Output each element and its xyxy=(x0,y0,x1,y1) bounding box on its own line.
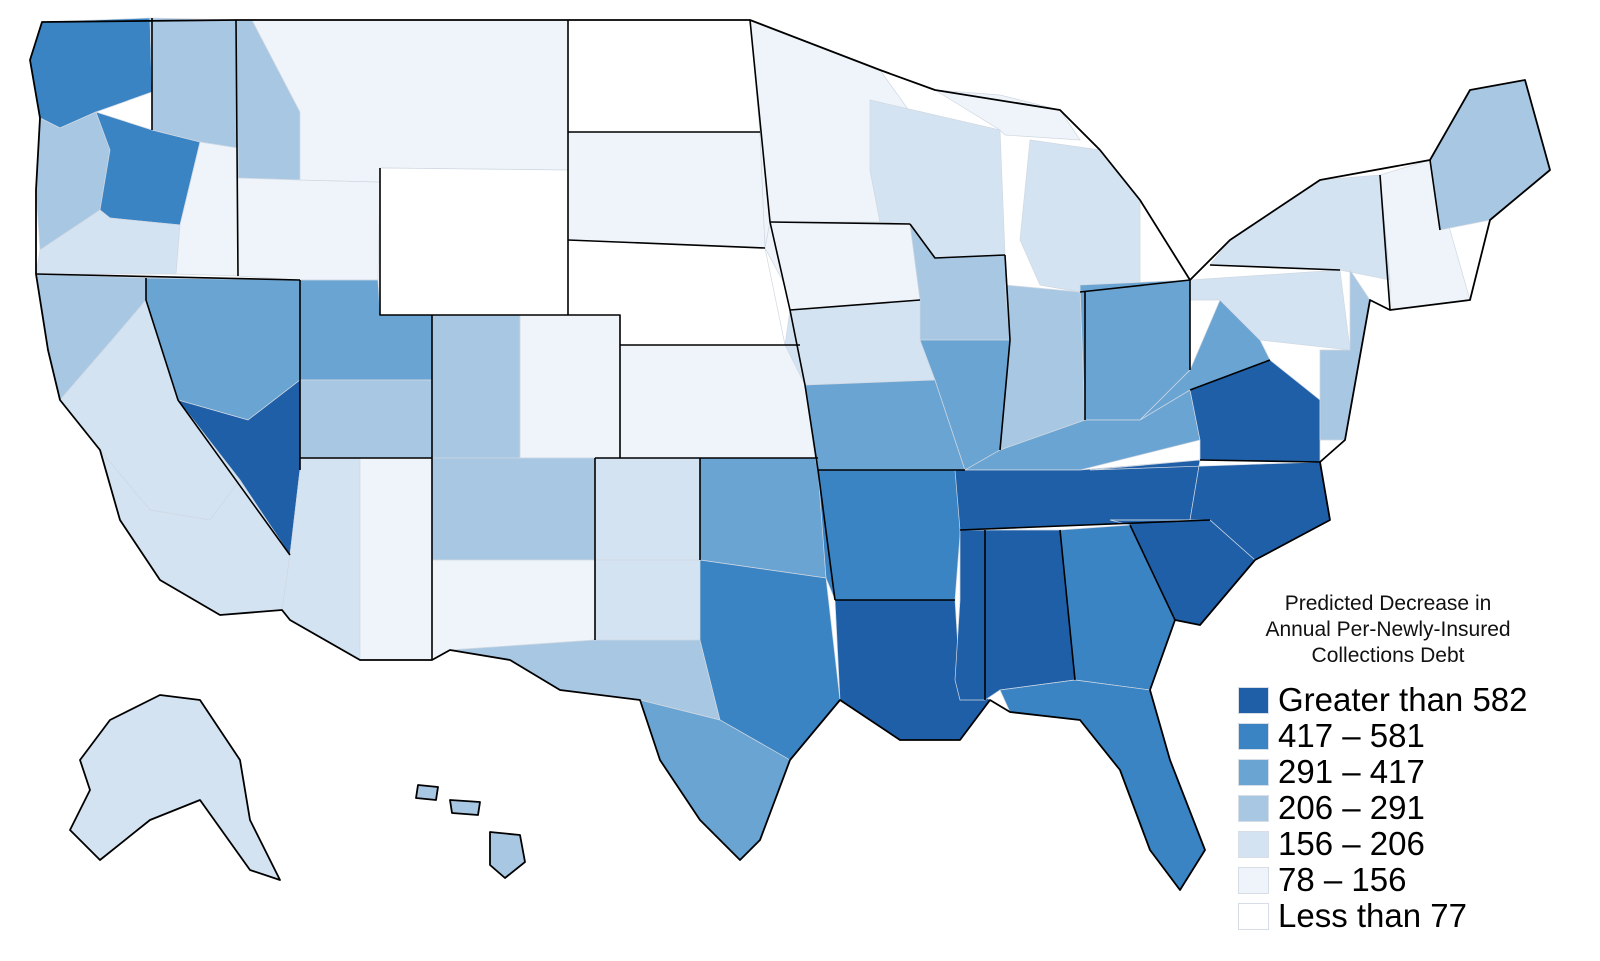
state-border xyxy=(769,221,911,225)
state-border xyxy=(379,168,621,458)
state-border xyxy=(1079,279,1191,293)
state-border xyxy=(1199,459,1321,463)
region-washington-west xyxy=(29,17,153,129)
national-border xyxy=(29,19,1551,891)
region-missouri-north xyxy=(784,299,936,386)
region-texas-central xyxy=(449,639,721,721)
region-alabama xyxy=(984,529,1076,701)
region-north-dakota xyxy=(567,19,761,133)
legend-swatch-291-417 xyxy=(1238,758,1269,786)
legend-label: 78 – 156 xyxy=(1278,861,1407,898)
region-iowa xyxy=(764,221,921,311)
region-oklahoma-east xyxy=(699,457,827,579)
legend-item: 206 – 291 xyxy=(1238,790,1578,826)
region-oklahoma-west xyxy=(594,457,701,561)
legend-label: Greater than 582 xyxy=(1278,681,1528,718)
region-mississippi xyxy=(954,529,986,701)
region-south-dakota xyxy=(567,131,766,249)
legend-item: Greater than 582 xyxy=(1238,682,1578,718)
state-border xyxy=(1429,159,1441,231)
state-border xyxy=(1059,529,1076,681)
region-kansas xyxy=(619,344,816,459)
legend-swatch-206-291 xyxy=(1238,794,1269,822)
legend-label: Less than 77 xyxy=(1278,897,1467,934)
region-colorado-east xyxy=(519,314,621,459)
region-wyoming xyxy=(379,167,569,316)
legend-item: 156 – 206 xyxy=(1238,826,1578,862)
legend-item: 417 – 581 xyxy=(1238,718,1578,754)
region-alaska xyxy=(69,694,281,881)
state-border xyxy=(1189,359,1271,391)
state-border xyxy=(1004,254,1011,341)
legend-item: 78 – 156 xyxy=(1238,862,1578,898)
legend-item: 291 – 417 xyxy=(1238,754,1578,790)
region-arkansas xyxy=(817,469,966,601)
hawaii-border xyxy=(415,784,526,879)
state-border xyxy=(999,339,1011,451)
legend-swatch-156-206 xyxy=(1238,830,1269,858)
alaska-border xyxy=(69,694,281,881)
state-border xyxy=(789,299,921,311)
state-border xyxy=(567,239,766,249)
region-utah-south xyxy=(299,379,433,470)
region-colorado-west xyxy=(431,314,521,459)
state-border xyxy=(959,519,1211,531)
region-washington-east xyxy=(149,17,239,149)
region-arizona-east xyxy=(359,457,433,661)
region-texas-panhandle xyxy=(594,559,701,641)
legend-items: Greater than 582 417 – 581 291 – 417 206 – … xyxy=(1238,682,1578,934)
state-border xyxy=(35,273,301,281)
legend-swatch-78-156 xyxy=(1238,866,1269,894)
state-border xyxy=(1379,174,1391,311)
legend-label: 206 – 291 xyxy=(1278,789,1425,826)
region-michigan-upper xyxy=(934,89,1081,141)
state-border xyxy=(145,278,291,556)
legend-swatch-greater-than-582 xyxy=(1238,686,1269,714)
legend-swatch-417-581 xyxy=(1238,722,1269,750)
state-border xyxy=(1129,524,1176,621)
state-border xyxy=(909,223,1006,259)
legend-item: Less than 77 xyxy=(1238,898,1578,934)
legend-title: Predicted Decrease in Annual Per-Newly-I… xyxy=(1265,592,1511,667)
legend-label: 156 – 206 xyxy=(1278,825,1425,862)
region-new-mexico-north xyxy=(431,457,596,561)
region-tennessee xyxy=(954,459,1201,531)
state-border xyxy=(749,19,836,601)
region-florida xyxy=(999,679,1206,891)
legend-label: 417 – 581 xyxy=(1278,717,1425,754)
legend-swatch-less-than-77 xyxy=(1238,902,1269,930)
legend: Predicted Decrease in Annual Per-Newly-I… xyxy=(1238,591,1578,934)
state-boundaries xyxy=(29,18,1551,891)
state-border xyxy=(235,19,239,277)
state-border xyxy=(1209,264,1341,271)
region-michigan-lower xyxy=(1019,139,1141,293)
region-new-york xyxy=(1209,174,1391,281)
regions-layer xyxy=(29,17,1551,891)
legend-label: 291 – 417 xyxy=(1278,753,1425,790)
